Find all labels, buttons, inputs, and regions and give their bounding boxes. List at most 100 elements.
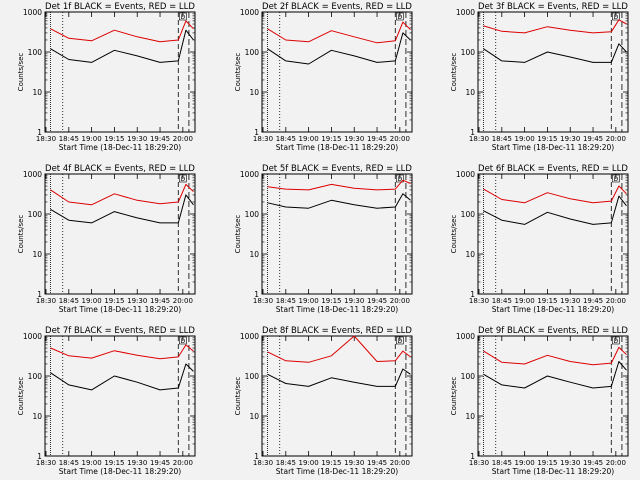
marker-label: D xyxy=(181,338,186,345)
marker-box xyxy=(612,12,620,21)
plot-frame xyxy=(44,335,196,457)
x-tick-label: 19:00 xyxy=(515,459,535,467)
lld-series-line xyxy=(50,20,194,43)
x-tick-label: 19:30 xyxy=(560,135,580,143)
y-tick-label: 1000 xyxy=(23,8,42,17)
y-tick-label: 10 xyxy=(249,88,259,97)
y-tick-label: 1000 xyxy=(240,8,259,17)
marker-box xyxy=(179,174,187,183)
y-tick-label: 1 xyxy=(470,290,475,299)
y-tick-label: 100 xyxy=(245,210,260,219)
x-tick-label: 18:30 xyxy=(36,459,56,467)
lld-series-line xyxy=(483,19,627,34)
x-tick-label: 19:00 xyxy=(515,135,535,143)
x-tick-label: 20:00 xyxy=(606,135,626,143)
x-tick-label: 18:30 xyxy=(253,459,273,467)
y-tick-label: 1000 xyxy=(240,170,259,179)
x-tick-label: 19:30 xyxy=(560,459,580,467)
x-axis-label: Start Time (18-Dec-11 18:29:20) xyxy=(59,305,181,314)
y-tick-label: 10 xyxy=(465,250,475,259)
y-axis-label: Counts/sec xyxy=(17,377,25,416)
x-tick-label: 19:45 xyxy=(367,459,387,467)
events-series-line xyxy=(483,195,627,225)
x-tick-label: 20:00 xyxy=(173,297,193,305)
x-tick-label: 18:45 xyxy=(59,459,79,467)
panel-title: Det 5f BLACK = Events, RED = LLD xyxy=(262,164,412,174)
x-tick-label: 19:15 xyxy=(537,135,557,143)
y-tick-label: 1000 xyxy=(23,170,42,179)
plot-frame xyxy=(261,11,413,133)
x-tick-label: 18:45 xyxy=(59,135,79,143)
x-axis-label: Start Time (18-Dec-11 18:29:20) xyxy=(276,305,398,314)
panel-5: Det 5f BLACK = Events, RED = LLD 1 10 100 10… xyxy=(234,164,413,314)
x-tick-label: 18:30 xyxy=(36,135,56,143)
y-tick-label: 100 xyxy=(461,210,476,219)
y-tick-label: 1 xyxy=(470,128,475,137)
y-axis-label: Counts/sec xyxy=(17,215,25,254)
events-series-line xyxy=(267,368,411,387)
x-axis-label: Start Time (18-Dec-11 18:29:20) xyxy=(492,305,614,314)
y-tick-label: 1 xyxy=(254,452,259,461)
y-axis-label: Counts/sec xyxy=(234,215,242,254)
y-tick-label: 1000 xyxy=(456,332,475,341)
x-tick-label: 19:30 xyxy=(127,459,147,467)
y-tick-label: 1 xyxy=(470,452,475,461)
x-tick-label: 18:30 xyxy=(36,297,56,305)
x-axis-label: Start Time (18-Dec-11 18:29:20) xyxy=(59,467,181,476)
x-tick-label: 18:30 xyxy=(469,135,489,143)
panel-title: Det 6f BLACK = Events, RED = LLD xyxy=(478,164,628,174)
marker-label: D xyxy=(398,14,403,21)
x-tick-label: 19:00 xyxy=(515,297,535,305)
marker-box xyxy=(179,12,187,21)
x-tick-label: 18:45 xyxy=(492,459,512,467)
y-tick-label: 1000 xyxy=(456,8,475,17)
events-series-line xyxy=(267,193,411,209)
panel-7: Det 7f BLACK = Events, RED = LLD 1 10 100 10… xyxy=(17,326,196,476)
y-tick-label: 10 xyxy=(249,412,259,421)
y-tick-label: 10 xyxy=(465,412,475,421)
lld-series-line xyxy=(50,183,194,206)
x-tick-label: 19:00 xyxy=(299,297,319,305)
y-tick-label: 1 xyxy=(37,290,42,299)
marker-label: D xyxy=(614,14,619,21)
x-tick-label: 18:45 xyxy=(276,135,296,143)
y-axis-label: Counts/sec xyxy=(450,377,458,416)
x-tick-label: 19:45 xyxy=(150,297,170,305)
x-tick-label: 20:00 xyxy=(390,297,410,305)
lld-series-line xyxy=(483,346,627,366)
x-tick-label: 19:00 xyxy=(299,459,319,467)
x-tick-label: 19:30 xyxy=(127,135,147,143)
x-tick-label: 18:30 xyxy=(253,297,273,305)
marker-label: D xyxy=(614,176,619,183)
marker-box xyxy=(396,336,404,345)
marker-box xyxy=(396,174,404,183)
x-tick-label: 19:45 xyxy=(150,135,170,143)
panel-title: Det 9f BLACK = Events, RED = LLD xyxy=(478,326,628,336)
x-axis-label: Start Time (18-Dec-11 18:29:20) xyxy=(59,143,181,152)
y-axis-label: Counts/sec xyxy=(450,215,458,254)
x-tick-label: 19:30 xyxy=(127,297,147,305)
marker-label: D xyxy=(398,338,403,345)
lld-series-line xyxy=(267,179,411,191)
x-axis-label: Start Time (18-Dec-11 18:29:20) xyxy=(492,143,614,152)
x-tick-label: 19:15 xyxy=(104,459,124,467)
x-axis-label: Start Time (18-Dec-11 18:29:20) xyxy=(276,143,398,152)
y-tick-label: 100 xyxy=(461,372,476,381)
panel-title: Det 1f BLACK = Events, RED = LLD xyxy=(45,2,195,12)
x-tick-label: 18:45 xyxy=(492,297,512,305)
y-axis-label: Counts/sec xyxy=(234,53,242,92)
x-tick-label: 19:45 xyxy=(367,135,387,143)
events-series-line xyxy=(483,361,627,389)
x-tick-label: 19:15 xyxy=(104,297,124,305)
panel-title: Det 4f BLACK = Events, RED = LLD xyxy=(45,164,195,174)
marker-box xyxy=(396,12,404,21)
x-tick-label: 19:00 xyxy=(82,135,102,143)
x-tick-label: 20:00 xyxy=(606,459,626,467)
y-tick-label: 10 xyxy=(249,250,259,259)
panel-2: Det 2f BLACK = Events, RED = LLD 1 10 100 10… xyxy=(234,2,413,152)
x-tick-label: 18:30 xyxy=(469,459,489,467)
panel-title: Det 7f BLACK = Events, RED = LLD xyxy=(45,326,195,336)
x-tick-label: 19:15 xyxy=(104,135,124,143)
panel-1: Det 1f BLACK = Events, RED = LLD 1 10 100 10… xyxy=(17,2,196,152)
